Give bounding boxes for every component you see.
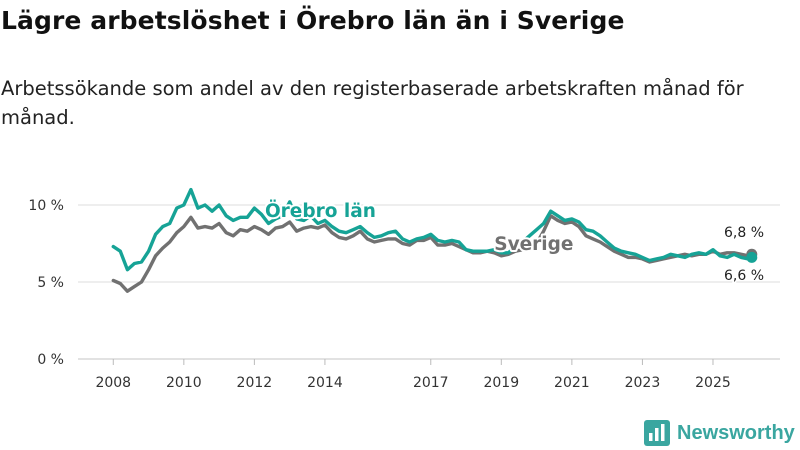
chart-subtitle: Arbetssökande som andel av den registerb…	[1, 77, 744, 129]
chart-title: Lägre arbetslöshet i Örebro län än i Sve…	[1, 6, 625, 35]
x-tick-label: 2019	[483, 375, 519, 391]
y-tick-label: 5 %	[37, 275, 64, 291]
series-lines	[111, 187, 758, 293]
series-line-orebro-lan	[111, 187, 754, 272]
x-tick-label: 2008	[95, 375, 131, 391]
series-line-sverige	[111, 214, 754, 293]
x-tick-label: 2023	[625, 375, 661, 391]
end-marker-orebro-lan	[746, 251, 758, 263]
brand-name: Newsworthy	[677, 421, 795, 444]
series-labels: Örebro län Sverige 6,8 % 6,6 %	[263, 198, 766, 286]
x-tick-label: 2014	[307, 375, 343, 391]
x-tick-label: 2025	[695, 375, 731, 391]
y-tick-label: 0 %	[37, 352, 64, 368]
y-axis-ticks: 0 % 5 % 10 %	[28, 198, 64, 368]
x-axis-ticks: 2008 2010 2012 2014 2017 2019 2021 2023 2025	[95, 359, 731, 391]
end-value-sverige: 6,6 %	[724, 268, 764, 284]
x-tick-label: 2010	[166, 375, 202, 391]
series-label-orebro-lan: Örebro län	[265, 200, 376, 222]
x-tick-label: 2012	[237, 375, 273, 391]
x-tick-label: 2017	[413, 375, 449, 391]
end-value-orebro-lan: 6,8 %	[724, 225, 764, 241]
newsworthy-logo: Newsworthy	[644, 418, 795, 448]
x-tick-label: 2021	[554, 375, 590, 391]
series-label-sverige: Sverige	[494, 234, 573, 255]
newsworthy-bar-chart-icon	[644, 420, 670, 446]
y-tick-label: 10 %	[28, 198, 64, 214]
